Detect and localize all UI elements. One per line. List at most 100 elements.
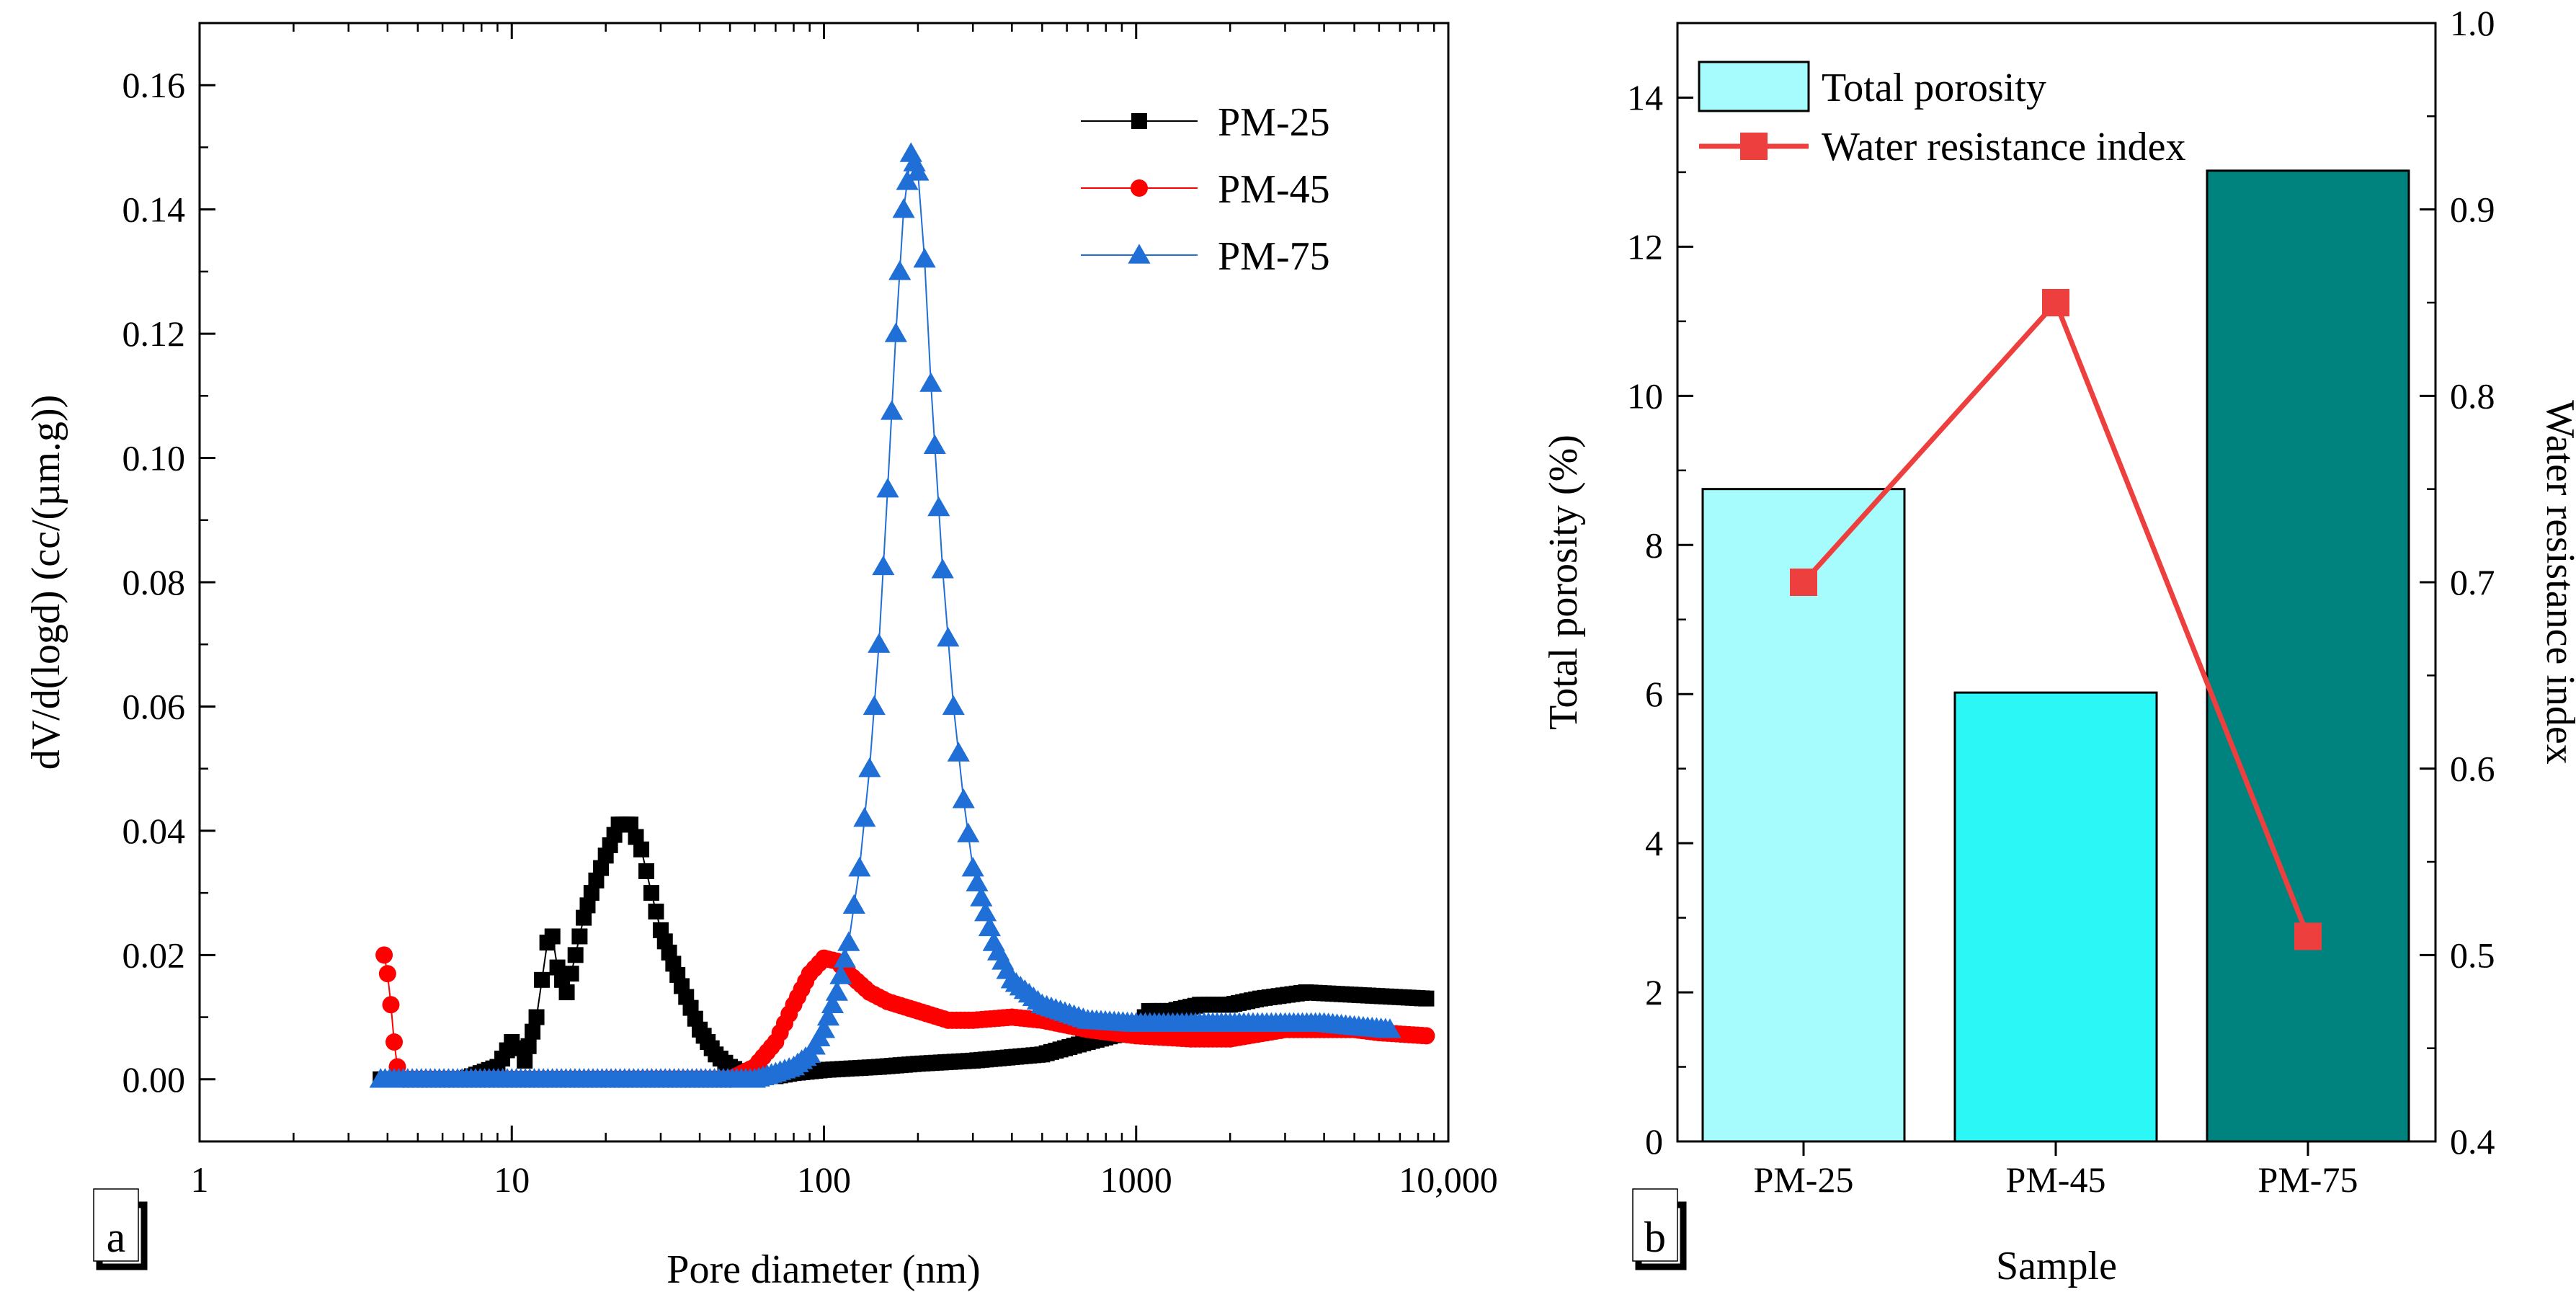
point-PM-75 bbox=[884, 322, 907, 342]
point-PM-25 bbox=[520, 1038, 537, 1054]
point-PM-75 bbox=[961, 857, 984, 877]
chart-b-y2tick-label: 0.5 bbox=[2450, 935, 2495, 975]
chart-a-ytick-label: 0.14 bbox=[122, 190, 186, 230]
chart-b-panel-label: b bbox=[1632, 1188, 1687, 1270]
chart-b-y2tick-label: 0.9 bbox=[2450, 190, 2495, 230]
point-PM-75 bbox=[952, 788, 975, 809]
point-PM-75 bbox=[842, 894, 865, 914]
chart-b-y2tick-label: 0.6 bbox=[2450, 749, 2495, 789]
point-PM-75 bbox=[848, 857, 871, 877]
legend-label-PM-25: PM-25 bbox=[1218, 100, 1330, 145]
chart-a-ylabel: dV/d(logd) (cc/(µm.g)) bbox=[24, 395, 68, 770]
point-PM-25 bbox=[643, 885, 659, 901]
wri-point-PM-25 bbox=[1790, 569, 1817, 596]
chart-b-ytick-label: 10 bbox=[1627, 375, 1663, 416]
chart-b-legend: Total porosity Water resistance index bbox=[1698, 61, 2185, 169]
chart-a-legend: PM-25 PM-45 PM-75 bbox=[1081, 100, 1330, 279]
chart-a: 1 10 100 1000 10,000 0.00 0.02 0.04 0.06 0.08 0.10… bbox=[24, 22, 1498, 1292]
point-PM-45 bbox=[1417, 1027, 1435, 1045]
point-PM-25 bbox=[517, 1052, 533, 1069]
point-PM-25 bbox=[588, 872, 605, 888]
point-PM-25 bbox=[563, 966, 579, 982]
chart-b-xtick-label: PM-25 bbox=[1754, 1159, 1854, 1200]
point-PM-45 bbox=[385, 1033, 404, 1051]
point-PM-45 bbox=[378, 965, 396, 983]
point-PM-75 bbox=[970, 886, 993, 907]
chart-b-y2tick-label: 0.7 bbox=[2450, 562, 2495, 602]
chart-a-ytick-label: 0.00 bbox=[122, 1059, 186, 1100]
chart-a-ytick-label: 0.06 bbox=[122, 686, 186, 726]
chart-b-line-series bbox=[1790, 289, 2322, 950]
point-PM-25 bbox=[549, 959, 566, 976]
chart-a-xtick-label: 10 bbox=[494, 1159, 530, 1200]
chart-a-xtick-label: 100 bbox=[797, 1159, 851, 1200]
point-PM-25 bbox=[571, 928, 588, 945]
chart-b-y2label: Water resistance index bbox=[2538, 400, 2576, 764]
chart-b-ticks: 0 2 4 6 8 10 12 14 0.4 0.5 0.6 0.7 0.8 0.9 1.0 PM-25 PM-… bbox=[1627, 3, 2495, 1200]
point-PM-75 bbox=[872, 555, 895, 576]
legend-label-wri: Water resistance index bbox=[1822, 125, 2185, 169]
chart-b-panel-letter: b bbox=[1644, 1213, 1666, 1261]
chart-b-y2tick-label: 1.0 bbox=[2450, 3, 2495, 43]
point-PM-75 bbox=[923, 434, 946, 455]
chart-a-ticks: 1 10 100 1000 10,000 0.00 0.02 0.04 0.06 0.08 0.10… bbox=[122, 23, 1498, 1200]
point-PM-75 bbox=[881, 400, 904, 420]
point-PM-75 bbox=[876, 478, 899, 498]
point-PM-75 bbox=[853, 807, 876, 827]
point-PM-75 bbox=[906, 161, 930, 181]
point-PM-75 bbox=[942, 695, 965, 716]
chart-a-ytick-label: 0.16 bbox=[122, 65, 186, 105]
chart-b: 0 2 4 6 8 10 12 14 0.4 0.5 0.6 0.7 0.8 0.9 1.0 PM-25 PM-… bbox=[1541, 3, 2576, 1288]
point-PM-25 bbox=[579, 897, 596, 914]
chart-b-xtick-label: PM-75 bbox=[2258, 1159, 2358, 1200]
point-PM-75 bbox=[919, 372, 942, 392]
chart-a-ytick-label: 0.12 bbox=[122, 313, 186, 354]
chart-b-ytick-label: 6 bbox=[1645, 674, 1663, 714]
point-PM-25 bbox=[633, 841, 650, 858]
chart-b-ytick-label: 2 bbox=[1645, 972, 1663, 1012]
chart-a-xtick-label: 1000 bbox=[1100, 1159, 1172, 1200]
bar-PM-45 bbox=[1953, 691, 2158, 1143]
point-PM-75 bbox=[913, 248, 936, 268]
point-PM-75 bbox=[837, 931, 860, 951]
legend-marker-PM-75 bbox=[1128, 244, 1151, 264]
series-line-PM-75 bbox=[380, 153, 1390, 1080]
legend-swatch-total-porosity bbox=[1698, 61, 1810, 112]
wri-point-PM-75 bbox=[2294, 922, 2322, 950]
point-PM-75 bbox=[812, 1018, 836, 1038]
chart-b-xtick-label: PM-45 bbox=[2006, 1159, 2106, 1200]
point-PM-75 bbox=[957, 822, 980, 842]
point-PM-25 bbox=[525, 1023, 541, 1040]
chart-b-y2tick-label: 0.8 bbox=[2450, 375, 2495, 416]
point-PM-25 bbox=[593, 860, 610, 876]
wri-point-PM-45 bbox=[2042, 289, 2069, 316]
point-PM-25 bbox=[576, 909, 592, 926]
legend-label-PM-45: PM-45 bbox=[1218, 167, 1330, 212]
chart-b-xlabel: Sample bbox=[1996, 1244, 2117, 1288]
chart-a-panel-label: a bbox=[93, 1188, 148, 1270]
point-PM-75 bbox=[816, 1005, 840, 1026]
legend-marker-wri bbox=[1740, 133, 1768, 160]
chart-b-ytick-label: 8 bbox=[1645, 525, 1663, 565]
chart-b-ylabel: Total porosity (%) bbox=[1541, 435, 1586, 730]
point-PM-75 bbox=[888, 260, 912, 280]
chart-a-ytick-label: 0.08 bbox=[122, 562, 186, 602]
point-PM-25 bbox=[583, 885, 600, 901]
legend-marker-PM-45 bbox=[1131, 179, 1148, 197]
point-PM-75 bbox=[947, 741, 970, 762]
point-PM-25 bbox=[558, 984, 575, 1001]
chart-b-ytick-label: 0 bbox=[1645, 1121, 1663, 1162]
point-PM-25 bbox=[628, 829, 644, 845]
point-PM-25 bbox=[544, 928, 561, 945]
point-PM-25 bbox=[1418, 990, 1435, 1007]
chart-a-xtick-label: 1 bbox=[191, 1159, 209, 1200]
chart-a-xtick-label: 10,000 bbox=[1399, 1159, 1498, 1200]
chart-b-ytick-label: 12 bbox=[1627, 226, 1663, 267]
point-PM-75 bbox=[829, 964, 852, 984]
point-PM-75 bbox=[978, 916, 1002, 937]
chart-b-ytick-label: 4 bbox=[1645, 823, 1663, 863]
point-PM-25 bbox=[622, 816, 638, 833]
chart-a-ytick-label: 0.02 bbox=[122, 935, 186, 975]
point-PM-45 bbox=[382, 996, 400, 1014]
point-PM-75 bbox=[927, 496, 950, 517]
